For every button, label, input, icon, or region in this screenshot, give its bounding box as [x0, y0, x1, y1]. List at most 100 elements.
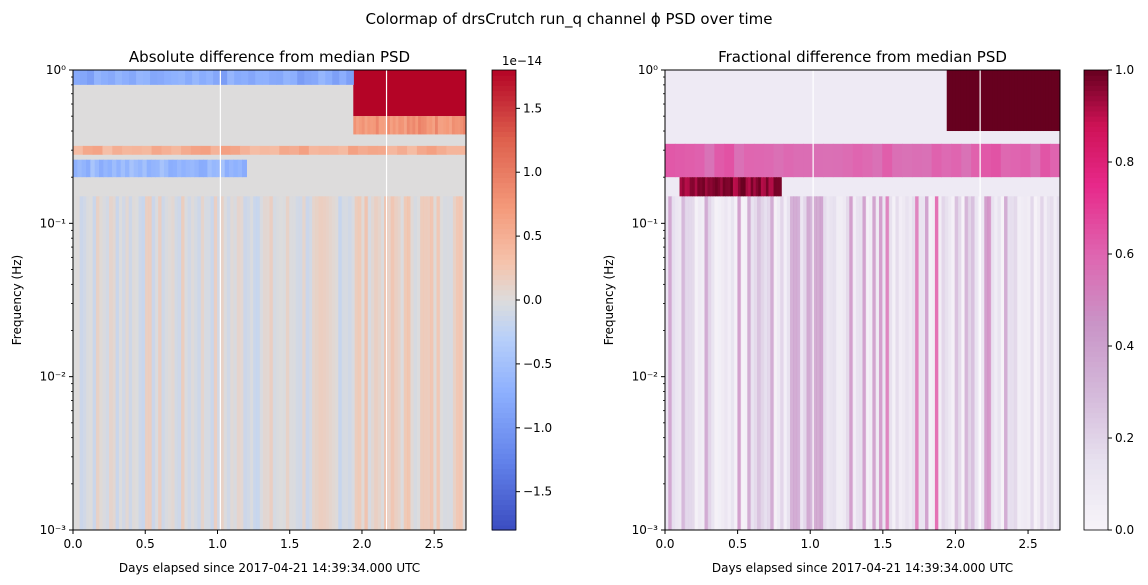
heatmap-band-2: [449, 116, 453, 135]
heatmap-band-1: [373, 70, 377, 117]
heatmap-band-1: [1006, 70, 1010, 132]
heatmap-band-2: [361, 116, 366, 135]
heatmap-band-2: [353, 116, 357, 135]
heatmap-band-2: [773, 143, 785, 178]
heatmap-band-2: [971, 143, 982, 178]
heatmap-band-4: [242, 159, 247, 178]
heatmap-band-5: [131, 145, 143, 155]
chart-panel-1: Absolute difference from median PSD 0.0 0.…: [10, 48, 552, 575]
heatmap-band-5: [446, 145, 457, 155]
heatmap-band-2: [358, 116, 363, 135]
heatmap-band-4: [181, 159, 187, 178]
heatmap-band-5: [269, 145, 280, 155]
y-tick-label: 10⁰: [46, 63, 66, 77]
heatmap-band-3: [763, 177, 767, 197]
heatmap-band-2: [1010, 143, 1022, 178]
heatmap-band-4: [146, 159, 152, 178]
heatmap-band-3: [692, 177, 696, 197]
heatmap-band-1: [955, 70, 959, 132]
heatmap-band-3: [725, 177, 729, 197]
heatmap-band-5: [259, 145, 271, 155]
plot-frame: [664, 69, 1061, 531]
heatmap-band-1: [1057, 70, 1060, 132]
heatmap-band-1: [361, 70, 366, 117]
heatmap-band-2: [395, 116, 399, 135]
heatmap-band-3: [765, 177, 770, 197]
heatmap-band-2: [1020, 143, 1031, 178]
heatmap-band-4: [237, 159, 243, 178]
heatmap-band-4: [233, 159, 239, 178]
heatmap-band-4: [190, 159, 195, 178]
heatmap-band-4: [224, 159, 230, 178]
heatmap-band-1: [370, 70, 374, 117]
x-tick-label: 2.5: [425, 537, 444, 551]
heatmap-band-1: [1000, 70, 1004, 132]
heatmap-band-2: [753, 143, 765, 178]
heatmap-band-4: [73, 159, 78, 178]
heatmap-band-2: [401, 116, 405, 135]
heatmap-band-1: [420, 70, 425, 117]
heatmap-band-3: [339, 70, 347, 85]
heatmap-band-1: [378, 70, 383, 117]
heatmap-band-1: [409, 70, 414, 117]
heatmap-band-1: [1034, 70, 1038, 132]
heatmap-band-1: [356, 70, 360, 117]
heatmap-band-3: [276, 70, 284, 85]
heatmap-band-1: [972, 70, 976, 132]
heatmap-band-5: [220, 145, 231, 155]
heatmap-band-1: [451, 70, 456, 117]
x-axis-label: Days elapsed since 2017-04-21 14:39:34.0…: [712, 561, 1013, 575]
heatmap-band-1: [1014, 70, 1019, 132]
heatmap-band-2: [389, 116, 394, 135]
heatmap-band-3: [732, 177, 737, 197]
heatmap-band-3: [694, 177, 698, 197]
heatmap-band-1: [460, 70, 464, 117]
heatmap-band-3: [773, 177, 777, 197]
heatmap-band-3: [737, 177, 742, 197]
heatmap-band-5: [92, 145, 104, 155]
heatmap-band-5: [318, 145, 330, 155]
heatmap-band-1: [375, 70, 380, 117]
heatmap-band-3: [241, 70, 249, 85]
x-tick-label: 0.0: [655, 537, 674, 551]
heatmap-band-1: [358, 70, 363, 117]
heatmap-band-5: [397, 145, 408, 155]
heatmap-band-5: [279, 145, 290, 155]
heatmap-band-3: [213, 70, 221, 85]
heatmap-band-3: [748, 177, 752, 197]
heatmap-band-1: [429, 70, 433, 117]
heatmap-band-5: [289, 145, 300, 155]
heatmap-band-3: [771, 177, 775, 197]
heatmap-band-1: [994, 70, 999, 132]
heatmap-band-3: [684, 177, 688, 197]
heatmap-band-2: [423, 116, 428, 135]
heatmap-band-3: [122, 70, 130, 85]
heatmap-band-5: [436, 145, 447, 155]
heatmap-band-3: [745, 177, 749, 197]
x-tick-label: 0.5: [728, 537, 747, 551]
heatmap-band-2: [842, 143, 854, 178]
heatmap-band-3: [171, 70, 179, 85]
heatmap-band-4: [120, 159, 126, 178]
heatmap-band-4: [185, 159, 191, 178]
heatmap-band-2: [911, 143, 923, 178]
heatmap-band-4: [103, 159, 109, 178]
heatmap-band-3: [702, 177, 706, 197]
heatmap-band-2: [1000, 143, 1012, 178]
heatmap-band-3: [185, 70, 193, 85]
heatmap-band-3: [753, 177, 757, 197]
heatmap-band-2: [852, 143, 864, 178]
heatmap-band-3: [682, 177, 686, 197]
heatmap-band-1: [1037, 70, 1041, 132]
heatmap-band-5: [122, 145, 133, 155]
chart-panel-2: Fractional difference from median PSD 0.0…: [602, 48, 1134, 575]
heatmap-band-1: [387, 70, 391, 117]
heatmap-band-4: [177, 159, 182, 178]
heatmap-band-2: [724, 143, 735, 178]
heatmap-band-1: [443, 70, 447, 117]
x-tick-label: 1.0: [208, 537, 227, 551]
heatmap-band-4: [220, 159, 226, 178]
heatmap-band-1: [367, 70, 371, 117]
heatmap-band-2: [1040, 143, 1051, 178]
heatmap-band-5: [82, 145, 94, 155]
